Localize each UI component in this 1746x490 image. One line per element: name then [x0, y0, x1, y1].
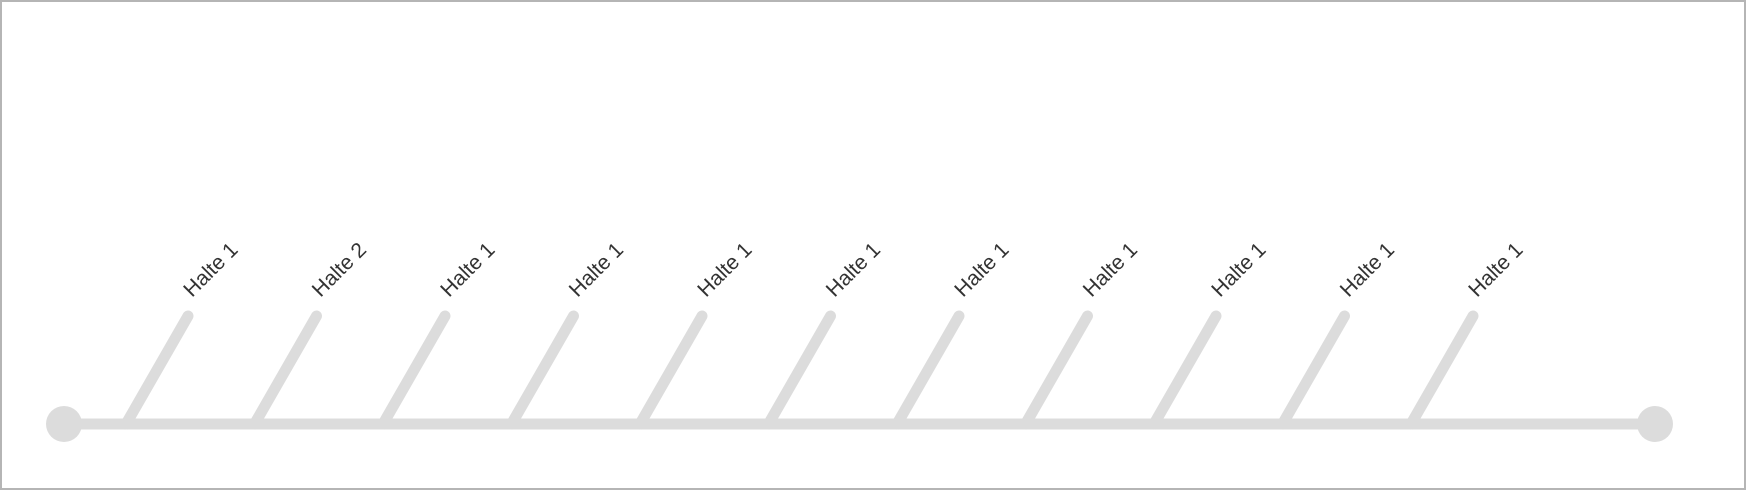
- stop-tick: [1277, 310, 1350, 430]
- stop-tick: [120, 310, 194, 430]
- stop-label: Halte 1: [1207, 238, 1270, 301]
- stop-tick: [1020, 310, 1093, 430]
- stop-label: Halte 1: [1079, 238, 1142, 301]
- stop-tick: [763, 310, 836, 430]
- stop-tick: [891, 310, 965, 430]
- stop-label: Halte 2: [308, 238, 371, 301]
- stop-label: Halte 1: [950, 238, 1013, 301]
- stop-tick: [506, 310, 579, 430]
- stop-tick: [634, 310, 708, 430]
- stop-label: Halte 1: [179, 238, 242, 301]
- stop-label: Halte 1: [1464, 238, 1527, 301]
- start-terminal-dot: [46, 406, 82, 442]
- stop-label: Halte 1: [822, 238, 885, 301]
- stop-label: Halte 1: [1336, 238, 1399, 301]
- stop-label: Halte 1: [565, 238, 628, 301]
- end-terminal-dot: [1637, 406, 1673, 442]
- stop-tick: [1148, 310, 1222, 430]
- stop-tick: [1405, 310, 1479, 430]
- stop-label: Halte 1: [693, 238, 756, 301]
- stop-tick: [249, 310, 322, 430]
- stops-group: Halte 1 Halte 2 Halte 1 Halte 1 Halte 1 Halte…: [120, 238, 1528, 430]
- stop-label: Halte 1: [436, 238, 499, 301]
- stop-tick: [377, 310, 451, 430]
